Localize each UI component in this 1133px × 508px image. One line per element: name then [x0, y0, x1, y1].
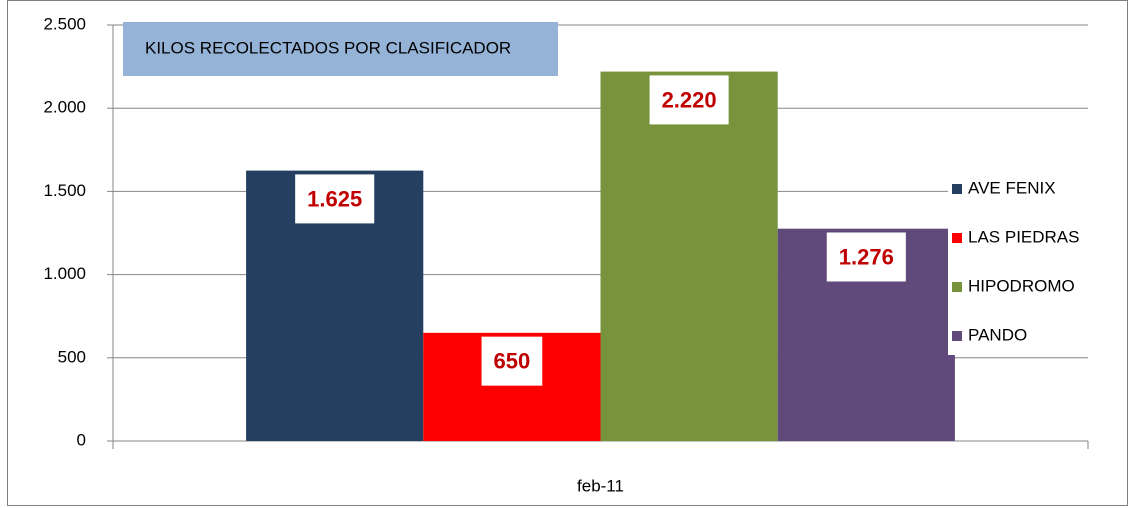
y-tick-label: 2.500: [43, 14, 86, 33]
value-label: 1.625: [307, 186, 362, 211]
legend-marker: [952, 331, 962, 341]
chart-title: KILOS RECOLECTADOS POR CLASIFICADOR: [145, 38, 511, 57]
legend-label: LAS PIEDRAS: [968, 227, 1080, 246]
value-label-box: [295, 174, 375, 224]
legend-marker: [952, 282, 962, 292]
value-label-box: [649, 75, 729, 125]
plot-area: 0 500 1.000 1.500 2.000 2.500 feb-11 1.625 650 2.…: [43, 14, 1089, 495]
value-label: 2.220: [662, 87, 717, 112]
legend: AVE FENIX LAS PIEDRAS HIPODROMO PANDO: [948, 170, 1120, 355]
value-label-box: [826, 232, 906, 282]
legend-marker: [952, 233, 962, 243]
value-label-box: [481, 336, 543, 386]
legend-marker: [952, 184, 962, 194]
y-tick-label: 2.000: [43, 98, 86, 117]
legend-label: HIPODROMO: [968, 276, 1075, 295]
value-label: 650: [494, 349, 531, 374]
legend-label: AVE FENIX: [968, 178, 1056, 197]
title-box: [123, 22, 558, 76]
y-tick-label: 0: [77, 430, 86, 449]
y-tick-label: 500: [58, 347, 86, 366]
y-tick-label: 1.500: [43, 181, 86, 200]
x-tick-label: feb-11: [577, 476, 624, 495]
value-label: 1.276: [839, 244, 894, 269]
y-tick-label: 1.000: [43, 264, 86, 283]
bar: [600, 71, 778, 441]
legend-label: PANDO: [968, 325, 1027, 344]
legend-box: [948, 170, 1120, 355]
